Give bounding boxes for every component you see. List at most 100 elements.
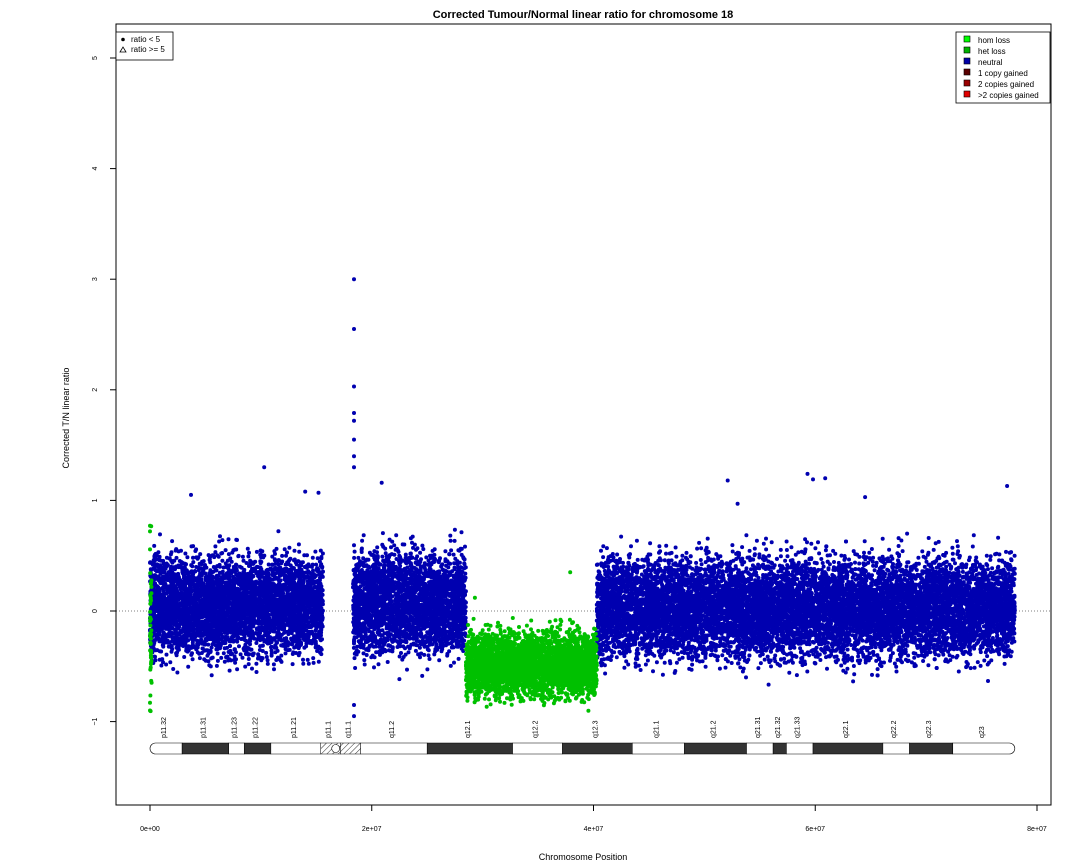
data-point (420, 673, 425, 678)
data-point (279, 561, 284, 566)
data-point (163, 577, 168, 582)
data-point (211, 569, 216, 574)
data-point (231, 634, 236, 639)
data-point (233, 650, 238, 655)
data-point (171, 631, 176, 636)
data-point (250, 606, 255, 611)
data-point (197, 651, 202, 656)
data-point (182, 655, 187, 659)
data-point (176, 622, 181, 627)
data-point (242, 637, 247, 642)
data-point (314, 580, 319, 585)
data-point (222, 659, 227, 664)
data-point (312, 615, 317, 620)
data-point (207, 602, 212, 607)
data-point (239, 610, 244, 615)
data-point (215, 643, 220, 648)
data-point (161, 641, 166, 646)
data-point (225, 654, 230, 659)
data-point (206, 651, 211, 656)
data-point (174, 600, 179, 605)
data-point (234, 547, 239, 552)
data-point (227, 592, 232, 597)
data-point (204, 631, 209, 636)
data-point (202, 608, 207, 613)
data-point (191, 560, 196, 565)
data-point (203, 587, 208, 592)
data-point (319, 630, 324, 635)
data-point (229, 608, 234, 613)
data-point (272, 609, 277, 614)
data-point (314, 562, 319, 567)
data-point (295, 635, 300, 640)
data-point (179, 548, 183, 553)
data-point (318, 595, 323, 600)
data-point (287, 620, 291, 625)
data-point (207, 571, 212, 576)
data-point (164, 615, 169, 620)
data-point (285, 550, 289, 555)
data-point (292, 558, 296, 563)
data-point (238, 652, 243, 657)
data-point (313, 632, 318, 637)
data-point (315, 622, 320, 627)
data-point (273, 551, 277, 556)
data-point (181, 587, 186, 592)
data-point (244, 620, 249, 625)
data-point (245, 586, 250, 591)
data-point (190, 657, 195, 662)
data-point (248, 632, 253, 637)
data-point (290, 613, 295, 618)
data-point (175, 632, 180, 637)
data-point (259, 598, 264, 603)
data-point (262, 589, 266, 594)
data-point (211, 585, 215, 590)
data-point (321, 569, 325, 574)
data-point (169, 550, 174, 555)
data-point (299, 573, 304, 578)
data-point (195, 633, 200, 638)
data-point (279, 599, 284, 604)
data-point (298, 614, 303, 619)
data-point (261, 637, 266, 642)
data-point (278, 595, 283, 600)
data-point (172, 572, 177, 577)
data-point (318, 548, 323, 553)
data-point (220, 538, 225, 543)
data-point (320, 616, 324, 621)
data-point (217, 563, 222, 568)
data-point (209, 636, 214, 641)
data-point (176, 626, 181, 631)
data-point (155, 562, 160, 567)
data-point (182, 584, 187, 588)
data-point (258, 582, 263, 587)
data-point (152, 602, 157, 607)
data-point (193, 645, 198, 649)
data-point (305, 657, 310, 662)
data-point (264, 573, 269, 578)
data-point (197, 656, 202, 661)
data-point (164, 619, 169, 624)
data-point (276, 529, 281, 534)
data-point (232, 654, 237, 659)
data-point (180, 597, 185, 602)
data-point (175, 670, 180, 675)
data-point (181, 604, 186, 609)
data-point (309, 571, 313, 576)
data-point (246, 579, 251, 584)
data-point (239, 605, 244, 609)
data-point (283, 644, 288, 649)
data-point (242, 600, 247, 605)
data-point (248, 620, 253, 625)
data-point (219, 594, 223, 599)
data-point (299, 598, 304, 603)
data-point (293, 594, 298, 599)
data-point (234, 600, 239, 605)
data-point (180, 609, 185, 614)
data-point (287, 628, 292, 633)
data-point (175, 608, 180, 613)
data-point (195, 641, 200, 646)
data-point (161, 644, 166, 649)
data-point (218, 534, 222, 539)
data-point (158, 532, 162, 537)
